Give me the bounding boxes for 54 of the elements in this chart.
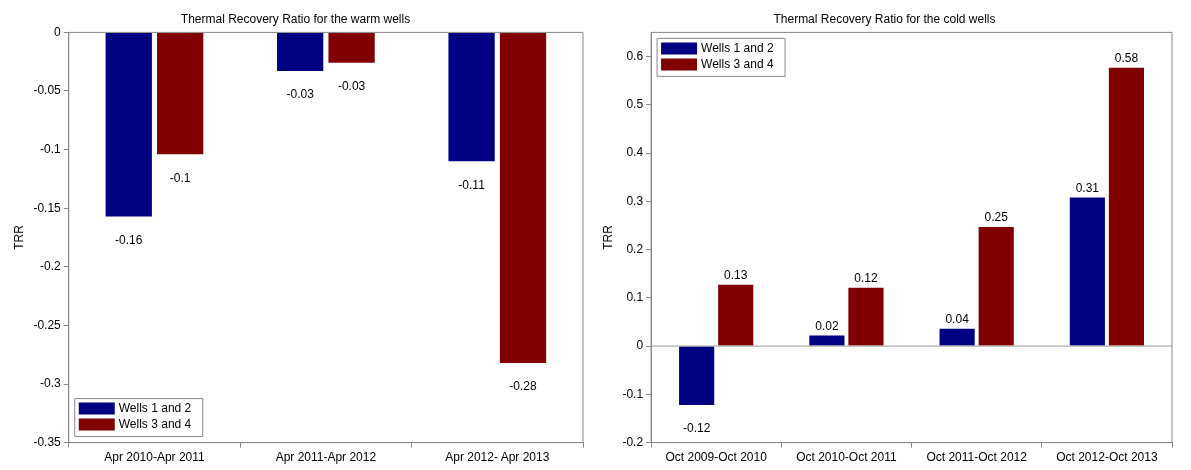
bar <box>718 284 754 346</box>
y-axis-title: TRR <box>600 224 615 250</box>
data-label: 0.31 <box>1075 180 1100 195</box>
y-tick-label: 0.4 <box>626 145 644 160</box>
bar <box>848 287 884 346</box>
y-tick-label: 0.3 <box>626 193 644 208</box>
x-tick-label: Oct 2009-Oct 2010 <box>665 450 768 465</box>
y-tick-label: -0.1 <box>40 141 62 156</box>
y-tick-label: -0.2 <box>622 434 644 449</box>
y-tick-label: -0.25 <box>33 317 62 332</box>
legend-label: Wells 1 and 2 <box>118 400 192 415</box>
y-tick-label: -0.05 <box>33 83 62 98</box>
y-tick-label: 0 <box>54 24 62 39</box>
data-label: -0.16 <box>115 232 143 247</box>
y-tick-label: 0.1 <box>626 290 644 305</box>
bar <box>1108 67 1144 346</box>
data-label: -0.03 <box>286 87 315 102</box>
data-label: 0.12 <box>854 271 878 285</box>
chart-title: Thermal Recovery Ratio for the cold wells <box>773 11 996 26</box>
data-label: 0.02 <box>815 318 839 333</box>
data-label: -0.1 <box>169 170 191 185</box>
bar <box>679 346 715 405</box>
data-label: 0.25 <box>984 210 1009 225</box>
data-label: 0.13 <box>724 268 748 283</box>
x-tick-label: Apr 2010-Apr 2011 <box>104 450 206 465</box>
y-tick-label: -0.2 <box>40 259 62 274</box>
x-tick-label: Oct 2012-Oct 2013 <box>1056 450 1158 465</box>
y-tick-label: -0.35 <box>33 434 62 449</box>
bar <box>978 226 1014 346</box>
y-tick-label: 0.6 <box>626 48 644 63</box>
data-label: 0.58 <box>1114 50 1139 65</box>
chart-title: Thermal Recovery Ratio for the warm wells <box>180 11 411 26</box>
legend-label: Wells 3 and 4 <box>701 56 774 71</box>
y-tick-label: -0.1 <box>622 386 644 401</box>
data-label: -0.12 <box>682 421 711 436</box>
legend-label: Wells 1 and 2 <box>701 40 774 55</box>
y-tick-label: 0.5 <box>626 97 644 112</box>
bar <box>809 335 845 346</box>
bar <box>1069 197 1105 346</box>
x-tick-label: Oct 2010-Oct 2011 <box>796 450 897 465</box>
x-tick-label: Oct 2011-Oct 2012 <box>926 450 1028 465</box>
y-tick-label: 0 <box>636 338 644 353</box>
bar <box>939 328 975 346</box>
y-tick-label: -0.3 <box>40 376 62 391</box>
y-axis-title: TRR <box>11 224 26 250</box>
data-label: -0.11 <box>458 177 486 192</box>
x-tick-label: Apr 2012- Apr 2013 <box>445 450 550 465</box>
x-tick-label: Apr 2011-Apr 2012 <box>275 450 377 465</box>
legend-label: Wells 3 and 4 <box>118 416 192 431</box>
y-tick-label: 0.2 <box>626 241 644 256</box>
data-label: -0.28 <box>509 379 537 394</box>
y-tick-label: -0.15 <box>33 200 62 215</box>
data-label: -0.03 <box>337 79 366 94</box>
data-label: 0.04 <box>945 312 970 327</box>
